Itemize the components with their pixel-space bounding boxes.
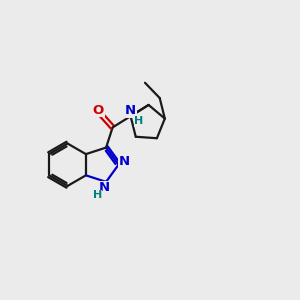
Text: O: O	[93, 104, 104, 117]
Text: N: N	[99, 181, 110, 194]
Text: H: H	[134, 116, 143, 127]
Text: N: N	[125, 104, 136, 117]
Text: N: N	[118, 155, 129, 168]
Text: H: H	[93, 190, 102, 200]
